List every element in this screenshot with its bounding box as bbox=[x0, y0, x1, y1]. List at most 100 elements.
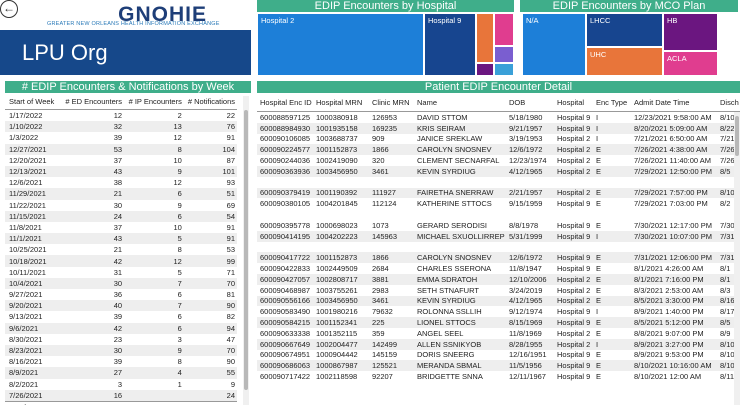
detail-table-row[interactable] bbox=[257, 209, 740, 220]
treemap-tile-orange[interactable] bbox=[476, 13, 494, 63]
detail-cell: 8/1 bbox=[720, 264, 731, 274]
weekly-table-row[interactable]: 9/13/2021 39 6 82 bbox=[5, 311, 237, 322]
weekly-table-row[interactable]: 1/17/2022 12 2 22 bbox=[5, 110, 237, 122]
weekly-table-row[interactable]: 8/9/2021 27 4 55 bbox=[5, 367, 237, 379]
detail-col-header[interactable]: Disch bbox=[717, 93, 740, 112]
detail-table-row[interactable]: 600090224577 1001152873 1866 CAROLYN SNOSNE… bbox=[257, 144, 740, 156]
weekly-table-row[interactable]: 11/15/2021 24 6 54 bbox=[5, 210, 237, 222]
detail-table-row[interactable]: 600090363936 1003456950 3461 KEVIN SYRDIUG 4… bbox=[257, 165, 740, 177]
weekly-table-row[interactable]: 1/3/2022 39 12 91 bbox=[5, 132, 237, 143]
weekly-table-row[interactable]: 12/6/2021 38 12 93 bbox=[5, 177, 237, 188]
weekly-table-row[interactable]: 11/8/2021 37 10 91 bbox=[5, 222, 237, 233]
detail-table-row[interactable]: 600088597125 1000380918 126953 DAVID STTOM 5… bbox=[257, 112, 740, 123]
weekly-table-row[interactable]: 11/22/2021 30 9 69 bbox=[5, 200, 237, 211]
detail-cell: 1003755261 bbox=[316, 285, 358, 295]
weekly-table-row[interactable]: 10/18/2021 42 12 99 bbox=[5, 255, 237, 267]
weekly-cell: 8/23/2021 bbox=[5, 344, 61, 357]
detail-table-row[interactable]: 600090106085 1003688737 909 JANICE SREKLAW 3… bbox=[257, 134, 740, 145]
detail-scroll-thumb[interactable] bbox=[735, 116, 739, 156]
treemap-tile-hospital-9[interactable]: Hospital 9 bbox=[424, 13, 476, 76]
weekly-table-row[interactable]: 8/30/2021 23 3 47 bbox=[5, 334, 237, 345]
weekly-table-row[interactable]: 8/2/2021 3 1 9 bbox=[5, 379, 237, 390]
weekly-col-header[interactable]: # IP Encounters bbox=[124, 93, 184, 110]
detail-table-row[interactable]: 600090686063 1000867987 125521 MERANDA SBMA… bbox=[257, 360, 740, 372]
detail-cell: 1000698023 bbox=[316, 220, 358, 230]
detail-table-row[interactable]: 600090667649 1002004477 142499 ALLEN SSNIKY… bbox=[257, 338, 740, 350]
detail-col-header[interactable]: Name bbox=[414, 93, 506, 112]
detail-col-header[interactable]: Hospital Enc ID bbox=[257, 93, 313, 112]
treemap-tile-acla[interactable]: ACLA bbox=[663, 51, 718, 76]
weekly-table-row[interactable]: 11/1/2021 43 5 91 bbox=[5, 233, 237, 245]
detail-table-row[interactable]: 600090379419 1001190392 111927 FAIRETHA SNE… bbox=[257, 187, 740, 199]
weekly-col-header[interactable]: Start of Week bbox=[5, 93, 61, 110]
detail-cell: DAVID STTOM bbox=[417, 112, 468, 122]
treemap-tile-pink[interactable] bbox=[494, 46, 514, 63]
weekly-table-row[interactable]: 1/10/2022 32 13 76 bbox=[5, 121, 237, 133]
treemap-tile-uhc[interactable]: UHC bbox=[586, 47, 663, 76]
detail-cell: E bbox=[593, 187, 631, 199]
weekly-table-row[interactable]: 10/25/2021 21 8 53 bbox=[5, 244, 237, 255]
detail-col-header[interactable]: Hospital bbox=[554, 93, 593, 112]
detail-cell: E bbox=[593, 295, 631, 307]
weekly-table-row[interactable]: 11/29/2021 21 6 51 bbox=[5, 188, 237, 200]
treemap-tile-hospital-2[interactable]: Hospital 2 bbox=[257, 13, 424, 76]
detail-cell: 8/5 bbox=[717, 165, 740, 177]
detail-table-row[interactable]: 600090674951 1000904442 145159 DORIS SNEERG… bbox=[257, 350, 740, 361]
detail-table-row[interactable]: 600090427057 1002808717 3881 EMMA SDRATOH 12… bbox=[257, 273, 740, 285]
weekly-table-row[interactable]: 9/6/2021 42 6 94 bbox=[5, 322, 237, 334]
detail-cell: 1001352115 bbox=[316, 328, 358, 338]
detail-table-row[interactable]: 600090422833 1002449509 2684 CHARLES SSERON… bbox=[257, 263, 740, 274]
weekly-col-header[interactable]: # ED Encounters bbox=[60, 93, 125, 110]
detail-col-header[interactable]: DOB bbox=[506, 93, 554, 112]
detail-table-row[interactable]: 600090244036 1002419090 320 CLEMENT SECNARF… bbox=[257, 155, 740, 166]
weekly-col-header[interactable]: # Notifications bbox=[183, 93, 237, 110]
weekly-table-row[interactable]: 12/13/2021 43 9 101 bbox=[5, 165, 237, 178]
treemap-tile-hb[interactable]: HB bbox=[663, 13, 718, 51]
weekly-table-row[interactable]: 8/16/2021 39 8 90 bbox=[5, 356, 237, 367]
weekly-table-row[interactable]: 8/23/2021 30 9 70 bbox=[5, 344, 237, 357]
detail-cell: Hospital 2 bbox=[554, 144, 593, 156]
detail-cell: 225 bbox=[369, 317, 414, 328]
weekly-cell: 9/27/2021 bbox=[9, 290, 43, 300]
weekly-table-row[interactable]: 10/4/2021 30 7 70 bbox=[5, 277, 237, 289]
detail-table-row[interactable]: 600090556166 1003456950 3461 KEVIN SYRDIUG 4… bbox=[257, 295, 740, 307]
treemap-tile-violet[interactable] bbox=[494, 63, 514, 76]
detail-col-header[interactable]: Admit Date Time bbox=[631, 93, 717, 112]
weekly-cell: 11/8/2021 bbox=[9, 222, 42, 232]
detail-table-row[interactable]: 600090414195 1004202223 145963 MICHAEL SXUO… bbox=[257, 230, 740, 242]
detail-table-row[interactable] bbox=[257, 176, 740, 188]
hospital-treemap[interactable]: Hospital 2 Hospital 9 bbox=[257, 13, 514, 76]
treemap-tile-blue[interactable] bbox=[476, 63, 494, 76]
weekly-table-row[interactable]: 12/20/2021 37 10 87 bbox=[5, 155, 237, 166]
detail-col-header[interactable]: Enc Type bbox=[593, 93, 631, 112]
weekly-table-row[interactable]: 10/11/2021 31 5 71 bbox=[5, 267, 237, 278]
detail-table-row[interactable]: 600090395778 1000698023 1073 GERARD SERODIS… bbox=[257, 220, 740, 231]
weekly-table-scrollbar[interactable] bbox=[243, 96, 249, 405]
weekly-cell: 37 bbox=[113, 155, 123, 165]
weekly-table-row[interactable]: 9/20/2021 40 7 90 bbox=[5, 300, 237, 312]
weekly-table-row[interactable]: 12/27/2021 53 8 104 bbox=[5, 143, 237, 155]
mco-treemap[interactable]: N/A LHCC HB UHC ACLA bbox=[522, 13, 718, 76]
detail-table-row[interactable]: 600088984930 1001935158 169235 KRIS SEIRAM 9… bbox=[257, 122, 740, 134]
detail-cell: 8/10 bbox=[720, 350, 735, 360]
weekly-cell: 9 bbox=[177, 200, 182, 210]
weekly-table-row[interactable]: 9/27/2021 36 6 81 bbox=[5, 289, 237, 300]
detail-col-header[interactable]: Hospital MRN bbox=[313, 93, 369, 112]
detail-col-header[interactable]: Clinic MRN bbox=[369, 93, 414, 112]
detail-table-row[interactable]: 600090584215 1001152341 225 LIONEL STTOCS 8/… bbox=[257, 317, 740, 328]
detail-table-row[interactable]: 600090468987 1003755261 2983 SETH STNAFURT 3… bbox=[257, 285, 740, 296]
treemap-tile-lhcc[interactable]: LHCC bbox=[586, 13, 663, 47]
detail-cell: 8/10 bbox=[717, 338, 740, 350]
detail-table-row[interactable]: 600090583490 1001980216 79632 ROLONNA SSLLI… bbox=[257, 306, 740, 317]
detail-table-row[interactable]: 600090633338 1001352115 359 ANGEL SEEL 11/8/… bbox=[257, 328, 740, 339]
treemap-tile-purple[interactable] bbox=[494, 13, 514, 46]
treemap-tile-na[interactable]: N/A bbox=[522, 13, 586, 76]
detail-table-scrollbar[interactable] bbox=[734, 112, 740, 405]
detail-table-row[interactable]: 600090417722 1001152873 1866 CAROLYN SNOSNE… bbox=[257, 252, 740, 264]
back-arrow-icon[interactable]: ← bbox=[0, 0, 18, 18]
detail-table-row[interactable]: 600090380105 1004201845 112124 KATHERINE ST… bbox=[257, 198, 740, 209]
weekly-table-row[interactable]: 7/26/2021 16 24 bbox=[5, 389, 237, 402]
detail-table-row[interactable]: 600090717422 1002118598 92207 BRIDGETTE SNN… bbox=[257, 371, 740, 382]
weekly-scroll-thumb[interactable] bbox=[244, 110, 248, 390]
detail-table-row[interactable] bbox=[257, 241, 740, 253]
